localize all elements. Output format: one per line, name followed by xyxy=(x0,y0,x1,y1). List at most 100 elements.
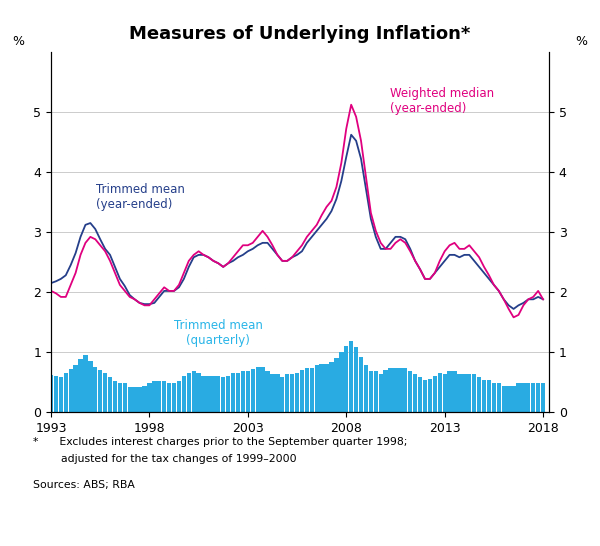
Bar xyxy=(300,370,304,412)
Bar xyxy=(152,381,157,412)
Bar xyxy=(467,375,472,412)
Bar xyxy=(137,387,142,412)
Bar xyxy=(531,383,535,412)
Bar xyxy=(457,375,461,412)
Bar xyxy=(142,387,146,412)
Bar xyxy=(359,357,363,412)
Bar xyxy=(413,375,418,412)
Bar xyxy=(521,383,526,412)
Bar xyxy=(79,359,83,412)
Bar xyxy=(517,383,521,412)
Bar xyxy=(113,381,117,412)
Bar xyxy=(295,373,299,412)
Bar xyxy=(177,381,181,412)
Bar xyxy=(344,346,349,412)
Bar xyxy=(374,371,378,412)
Bar xyxy=(368,371,373,412)
Bar xyxy=(241,371,245,412)
Bar xyxy=(472,375,476,412)
Bar xyxy=(206,376,211,412)
Bar xyxy=(319,364,324,412)
Bar xyxy=(408,371,412,412)
Bar xyxy=(334,358,338,412)
Bar xyxy=(128,387,132,412)
Bar xyxy=(448,371,452,412)
Bar xyxy=(64,373,68,412)
Bar xyxy=(93,367,97,412)
Bar xyxy=(231,373,235,412)
Bar xyxy=(54,376,58,412)
Bar xyxy=(394,369,398,412)
Bar xyxy=(310,369,314,412)
Bar xyxy=(157,381,161,412)
Bar xyxy=(88,361,92,412)
Bar xyxy=(403,369,407,412)
Bar xyxy=(280,377,284,412)
Bar xyxy=(226,376,230,412)
Text: Weighted median
(year-ended): Weighted median (year-ended) xyxy=(389,87,494,115)
Bar xyxy=(349,341,353,412)
Bar xyxy=(103,373,107,412)
Bar xyxy=(191,371,196,412)
Text: *      Excludes interest charges prior to the September quarter 1998;: * Excludes interest charges prior to the… xyxy=(33,437,407,447)
Bar xyxy=(437,373,442,412)
Bar xyxy=(325,364,329,412)
Bar xyxy=(108,377,112,412)
Bar xyxy=(339,352,344,412)
Bar xyxy=(462,375,467,412)
Bar xyxy=(221,377,226,412)
Text: %: % xyxy=(13,35,25,48)
Bar xyxy=(49,375,53,412)
Bar xyxy=(536,383,541,412)
Bar xyxy=(418,377,422,412)
Bar xyxy=(236,373,240,412)
Bar xyxy=(497,383,501,412)
Bar xyxy=(443,375,447,412)
Bar xyxy=(511,387,516,412)
Bar xyxy=(314,365,319,412)
Bar xyxy=(506,387,511,412)
Bar xyxy=(133,387,137,412)
Bar xyxy=(122,383,127,412)
Text: Trimmed mean
(year-ended): Trimmed mean (year-ended) xyxy=(96,183,185,211)
Bar xyxy=(73,365,78,412)
Bar xyxy=(83,355,88,412)
Bar xyxy=(202,376,206,412)
Bar xyxy=(383,370,388,412)
Bar xyxy=(502,387,506,412)
Bar xyxy=(256,367,260,412)
Bar xyxy=(196,373,201,412)
Text: %: % xyxy=(575,35,587,48)
Bar xyxy=(452,371,457,412)
Text: adjusted for the tax changes of 1999–2000: adjusted for the tax changes of 1999–200… xyxy=(33,454,296,464)
Bar xyxy=(354,347,358,412)
Bar xyxy=(364,365,368,412)
Bar xyxy=(251,369,255,412)
Bar xyxy=(260,367,265,412)
Bar xyxy=(541,383,545,412)
Bar xyxy=(290,375,294,412)
Bar xyxy=(379,375,383,412)
Bar xyxy=(68,369,73,412)
Bar xyxy=(285,375,289,412)
Bar xyxy=(167,383,171,412)
Bar xyxy=(275,375,280,412)
Bar xyxy=(482,381,486,412)
Text: Trimmed mean
(quarterly): Trimmed mean (quarterly) xyxy=(174,319,263,347)
Bar xyxy=(245,371,250,412)
Bar xyxy=(211,376,215,412)
Bar xyxy=(187,373,191,412)
Bar xyxy=(487,381,491,412)
Bar xyxy=(329,363,334,412)
Text: Measures of Underlying Inflation*: Measures of Underlying Inflation* xyxy=(130,25,470,43)
Bar xyxy=(388,369,393,412)
Bar xyxy=(216,376,220,412)
Bar xyxy=(182,376,186,412)
Bar xyxy=(398,369,403,412)
Bar xyxy=(433,376,437,412)
Bar xyxy=(492,383,496,412)
Bar xyxy=(118,383,122,412)
Bar xyxy=(172,383,176,412)
Bar xyxy=(305,369,309,412)
Bar xyxy=(147,383,152,412)
